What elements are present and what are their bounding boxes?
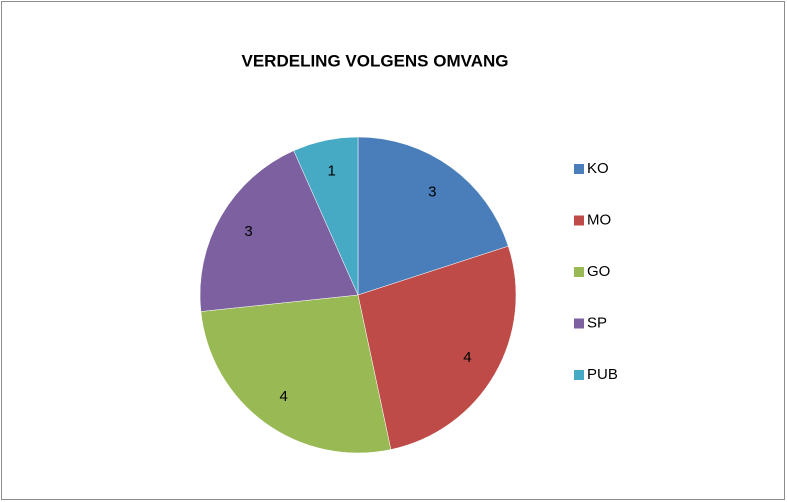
legend-label: SP <box>587 314 607 331</box>
pie-slice <box>200 294 392 454</box>
data-label: 4 <box>463 349 471 366</box>
legend-swatch <box>574 215 584 226</box>
legend-label: MO <box>587 211 611 228</box>
legend-label: PUB <box>587 366 618 383</box>
data-label: 3 <box>428 184 436 201</box>
data-label: 1 <box>328 162 336 179</box>
pie-slice <box>293 136 359 296</box>
pie-slice <box>357 136 509 296</box>
legend-swatch <box>574 267 584 277</box>
legend-swatch <box>574 318 584 329</box>
data-label: 4 <box>280 388 288 405</box>
legend-label: KO <box>587 160 609 177</box>
legend-swatch <box>574 164 584 174</box>
data-label: 3 <box>244 223 252 240</box>
pie-slice <box>199 150 359 312</box>
chart-title: VERDELING VOLGENS OMVANG <box>242 51 509 70</box>
legend-label: GO <box>587 263 610 280</box>
pie-slice <box>357 245 517 450</box>
legend-swatch <box>574 370 584 380</box>
